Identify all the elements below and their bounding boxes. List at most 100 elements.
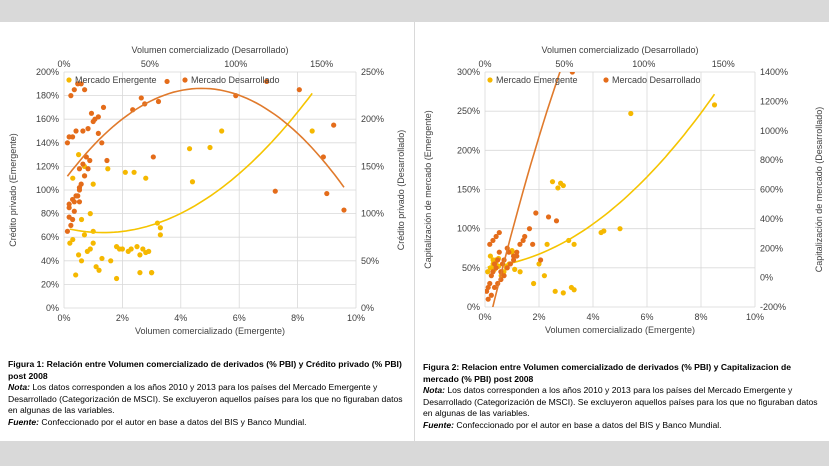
- x-top-axis-title: Volumen comercializado (Desarrollado): [131, 45, 288, 55]
- data-point: [95, 114, 101, 120]
- y-left-tick-label: 60%: [41, 232, 59, 242]
- y-left-tick-label: 300%: [457, 67, 480, 77]
- figure-2-panel: 0% 50% 100% 150% 200% 250% 300% -200% 0% 200% 400%…: [415, 22, 829, 441]
- figure-1-panel: 0% 20% 40% 60% 80% 100% 120% 140% 160% 180% 200% 0%…: [0, 22, 414, 441]
- x-bottom-tick-label: 8%: [291, 313, 304, 323]
- x-top-tick-label: 100%: [224, 59, 247, 69]
- data-point: [186, 146, 193, 152]
- legend-label-desarrollado: Mercado Desarrollado: [191, 75, 280, 85]
- x-bottom-tick-label: 8%: [694, 312, 707, 322]
- data-point: [601, 228, 607, 234]
- data-point: [504, 265, 510, 271]
- y-left-tick-label: 0%: [467, 302, 480, 312]
- y-right-tick-label: 50%: [361, 256, 379, 266]
- data-point: [501, 273, 507, 279]
- data-point: [119, 246, 125, 252]
- x-top-tick-label: 0%: [478, 59, 491, 69]
- y-right-tick-label: 1000%: [760, 126, 788, 136]
- y-right-tick-label: 600%: [760, 185, 783, 195]
- data-point: [510, 257, 517, 263]
- x-top-axis-title: Volumen comercializado (Desarrollado): [541, 45, 698, 55]
- y-right-tick-label: -200%: [760, 302, 786, 312]
- x-bottom-tick-label: 2%: [532, 312, 545, 322]
- data-point: [69, 196, 76, 203]
- figure-1-title: Figura 1: Relación entre Volumen comerci…: [8, 359, 402, 381]
- data-point: [207, 144, 213, 151]
- data-point: [219, 128, 225, 134]
- legend-marker-desarrollado: [603, 77, 609, 83]
- x-bottom-tick-label: 6%: [640, 312, 653, 322]
- data-point: [493, 233, 499, 240]
- data-point: [507, 261, 514, 267]
- data-point: [541, 273, 547, 279]
- y-left-tick-label: 250%: [457, 106, 480, 116]
- data-point: [493, 265, 499, 271]
- data-point: [105, 166, 111, 172]
- y-right-tick-label: 150%: [361, 161, 384, 171]
- data-point: [711, 102, 718, 108]
- data-point: [67, 240, 73, 246]
- data-point: [76, 199, 83, 205]
- data-point: [157, 232, 163, 238]
- figure-1-note: Nota: Los datos corresponden a los años …: [8, 382, 403, 415]
- y-left-tick-label: 200%: [36, 67, 59, 77]
- data-point: [264, 78, 270, 85]
- x-bottom-tick-label: 4%: [586, 312, 599, 322]
- bottom-bar: [0, 441, 829, 466]
- data-point: [87, 211, 93, 217]
- data-point: [95, 130, 101, 136]
- data-point: [309, 128, 315, 134]
- x-bottom-axis-title: Volumen comercializado (Emergente): [545, 325, 695, 335]
- y-right-tick-label: 0%: [760, 273, 773, 283]
- data-point: [146, 248, 152, 254]
- data-point: [296, 87, 302, 93]
- data-point: [522, 233, 528, 240]
- data-point: [87, 246, 93, 252]
- data-point: [99, 140, 105, 146]
- y-right-tick-label: 100%: [361, 209, 384, 219]
- legend-label-desarrollado: Mercado Desarrollado: [612, 75, 701, 85]
- data-point: [533, 210, 539, 216]
- data-point: [331, 122, 337, 128]
- data-point: [104, 157, 110, 164]
- y-right-tick-label: 400%: [760, 214, 783, 224]
- y-left-tick-label: 20%: [41, 279, 59, 289]
- data-point: [80, 128, 86, 134]
- data-point: [514, 249, 520, 255]
- data-point: [88, 110, 95, 116]
- data-point: [68, 93, 74, 99]
- x-top-tick-label: 150%: [310, 59, 333, 69]
- legend-label-emergente: Mercado Emergente: [496, 75, 578, 85]
- data-point: [496, 229, 502, 236]
- x-top-tick-label: 50%: [141, 59, 159, 69]
- data-point: [82, 173, 88, 179]
- data-point: [68, 222, 74, 228]
- data-point: [571, 287, 577, 293]
- data-point: [99, 255, 105, 262]
- data-point: [64, 140, 71, 146]
- data-point: [164, 78, 170, 85]
- data-point: [96, 267, 102, 273]
- data-point: [76, 252, 82, 258]
- x-bottom-tick-label: 0%: [478, 312, 491, 322]
- data-point: [544, 241, 550, 247]
- data-point: [137, 270, 143, 276]
- x-bottom-tick-label: 4%: [174, 313, 187, 323]
- data-point: [490, 257, 496, 263]
- data-point: [496, 249, 502, 255]
- figure-1-chart: 0%20%40%60%80%100%120%140%160%180%200%0%…: [8, 45, 406, 336]
- data-point: [150, 154, 156, 160]
- data-point: [113, 275, 120, 282]
- data-point: [90, 181, 96, 187]
- data-point: [530, 241, 536, 247]
- y-right-axis-title: Crédito privado (Desarrollado): [396, 130, 406, 251]
- figure-1-source: Fuente: Confeccionado por el autor en ba…: [8, 416, 307, 427]
- data-point: [140, 246, 146, 252]
- legend-marker-desarrollado: [182, 77, 188, 83]
- data-point: [324, 190, 330, 197]
- data-point: [520, 237, 526, 244]
- legend-marker-emergente: [66, 77, 72, 83]
- data-point: [490, 237, 496, 244]
- data-point: [70, 236, 76, 243]
- data-point: [485, 288, 490, 294]
